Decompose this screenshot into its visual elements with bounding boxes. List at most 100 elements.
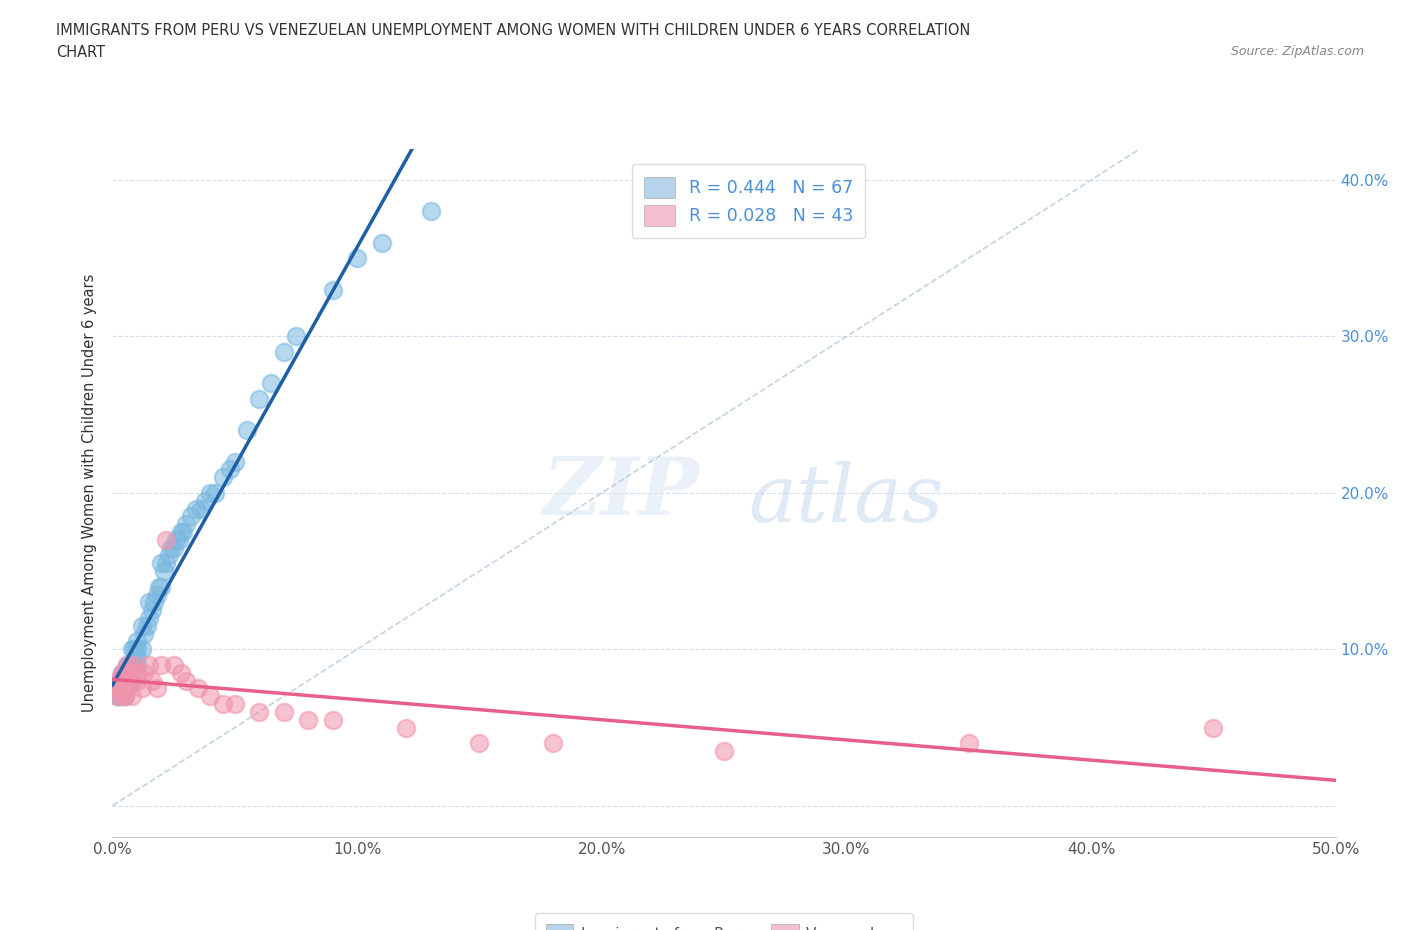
Point — [236, 423, 259, 438]
Point — [118, 673, 141, 688]
Point — [111, 665, 134, 680]
Point — [138, 595, 160, 610]
Point — [118, 665, 141, 680]
Text: Source: ZipAtlas.com: Source: ZipAtlas.com — [1230, 45, 1364, 58]
Point — [124, 658, 146, 672]
Point — [204, 485, 226, 500]
Point — [160, 540, 183, 555]
Point — [125, 658, 148, 672]
Point — [125, 665, 148, 680]
Point — [141, 673, 163, 688]
Point — [125, 634, 148, 649]
Text: CHART: CHART — [56, 45, 105, 60]
Point — [211, 697, 233, 711]
Point — [121, 673, 143, 688]
Point — [219, 462, 242, 477]
Text: ZIP: ZIP — [543, 454, 700, 532]
Legend: Immigrants from Peru, Venezuelans: Immigrants from Peru, Venezuelans — [536, 913, 912, 930]
Point — [322, 282, 344, 297]
Point — [111, 665, 134, 680]
Point — [114, 681, 136, 696]
Point — [200, 689, 222, 704]
Point — [148, 579, 170, 594]
Point — [224, 454, 246, 469]
Point — [150, 579, 173, 594]
Point — [145, 587, 167, 602]
Point — [187, 681, 209, 696]
Text: atlas: atlas — [748, 461, 943, 538]
Point — [153, 564, 176, 578]
Point — [167, 532, 190, 547]
Point — [105, 673, 128, 688]
Point — [121, 689, 143, 704]
Point — [121, 658, 143, 672]
Point — [138, 658, 160, 672]
Point — [157, 548, 180, 563]
Point — [115, 673, 138, 688]
Point — [111, 673, 134, 688]
Point — [124, 658, 146, 672]
Point — [957, 736, 980, 751]
Point — [115, 681, 138, 696]
Point — [131, 681, 153, 696]
Point — [135, 618, 157, 633]
Point — [150, 556, 173, 571]
Point — [170, 525, 193, 539]
Point — [190, 501, 212, 516]
Point — [118, 673, 141, 688]
Point — [165, 532, 187, 547]
Point — [125, 673, 148, 688]
Point — [155, 556, 177, 571]
Point — [170, 665, 193, 680]
Point — [108, 673, 131, 688]
Point — [194, 493, 217, 508]
Point — [284, 329, 308, 344]
Point — [108, 681, 131, 696]
Point — [541, 736, 564, 751]
Point — [115, 681, 138, 696]
Point — [104, 681, 127, 696]
Point — [273, 704, 295, 719]
Point — [134, 665, 156, 680]
Point — [260, 376, 283, 391]
Point — [163, 540, 186, 555]
Point — [211, 470, 233, 485]
Point — [143, 595, 166, 610]
Point — [125, 665, 148, 680]
Point — [346, 251, 368, 266]
Point — [111, 689, 134, 704]
Point — [468, 736, 491, 751]
Point — [419, 204, 441, 219]
Point — [150, 658, 173, 672]
Point — [125, 650, 148, 665]
Point — [184, 501, 207, 516]
Point — [115, 658, 138, 672]
Point — [297, 712, 319, 727]
Point — [200, 485, 222, 500]
Point — [395, 720, 418, 735]
Point — [1202, 720, 1225, 735]
Point — [172, 525, 194, 539]
Point — [224, 697, 246, 711]
Point — [118, 658, 141, 672]
Point — [105, 689, 128, 704]
Point — [273, 345, 295, 360]
Point — [118, 665, 141, 680]
Point — [141, 603, 163, 618]
Point — [115, 658, 138, 672]
Point — [247, 704, 270, 719]
Point — [131, 642, 153, 657]
Point — [322, 712, 344, 727]
Point — [174, 517, 197, 532]
Point — [121, 665, 143, 680]
Point — [114, 681, 136, 696]
Point — [247, 392, 270, 406]
Point — [114, 673, 136, 688]
Point — [370, 235, 392, 250]
Point — [155, 532, 177, 547]
Point — [108, 673, 131, 688]
Point — [121, 642, 143, 657]
Point — [124, 642, 146, 657]
Point — [163, 658, 186, 672]
Point — [108, 689, 131, 704]
